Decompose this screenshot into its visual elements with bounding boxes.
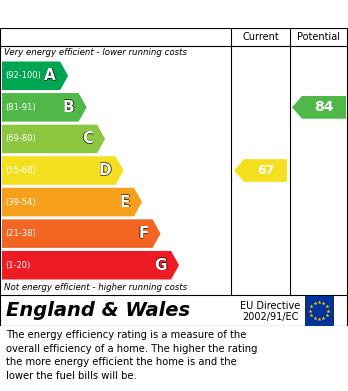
Text: G: G (155, 257, 167, 272)
Text: E: E (120, 195, 130, 210)
Text: 67: 67 (257, 164, 274, 177)
Text: Potential: Potential (298, 32, 340, 42)
Text: (55-68): (55-68) (5, 166, 36, 175)
Text: (92-100): (92-100) (5, 71, 41, 80)
Text: D: D (99, 163, 112, 178)
Text: A: A (45, 68, 56, 83)
Text: D: D (99, 163, 112, 178)
Text: F: F (138, 226, 149, 241)
Text: 84: 84 (314, 100, 334, 114)
Polygon shape (2, 219, 160, 248)
Text: A: A (45, 69, 56, 84)
Text: E: E (120, 195, 130, 210)
Text: C: C (82, 131, 94, 146)
Text: Current: Current (242, 32, 279, 42)
Text: C: C (82, 132, 93, 147)
Polygon shape (234, 159, 287, 182)
Text: (21-38): (21-38) (5, 229, 36, 238)
Text: F: F (138, 227, 149, 242)
Text: C: C (81, 131, 93, 146)
Polygon shape (2, 93, 87, 122)
Text: A: A (45, 68, 56, 83)
Text: Not energy efficient - higher running costs: Not energy efficient - higher running co… (4, 283, 187, 292)
Text: A: A (45, 68, 57, 83)
Text: (1-20): (1-20) (5, 261, 30, 270)
Text: G: G (154, 258, 167, 273)
Text: E: E (120, 195, 130, 210)
Text: The energy efficiency rating is a measure of the
overall efficiency of a home. T: The energy efficiency rating is a measur… (6, 330, 258, 381)
Text: B: B (63, 99, 74, 114)
Text: E: E (120, 194, 130, 209)
Text: C: C (82, 131, 93, 146)
Text: England & Wales: England & Wales (6, 301, 190, 320)
Text: 2002/91/EC: 2002/91/EC (242, 312, 299, 322)
Text: D: D (100, 163, 112, 178)
Text: G: G (155, 258, 167, 273)
Text: B: B (63, 100, 74, 115)
Text: A: A (44, 68, 56, 83)
Text: B: B (63, 100, 74, 115)
Text: E: E (119, 195, 129, 210)
Polygon shape (2, 156, 124, 185)
Text: F: F (138, 226, 149, 240)
Text: B: B (63, 100, 75, 115)
Text: F: F (138, 226, 148, 241)
Text: Very energy efficient - lower running costs: Very energy efficient - lower running co… (4, 48, 187, 57)
Text: EU Directive: EU Directive (240, 301, 301, 311)
Text: C: C (82, 131, 93, 146)
Text: (81-91): (81-91) (5, 103, 35, 112)
Text: (69-80): (69-80) (5, 135, 36, 143)
Text: G: G (155, 258, 167, 273)
Text: G: G (155, 258, 167, 273)
Text: D: D (99, 163, 112, 179)
Text: F: F (139, 226, 149, 241)
Text: (39-54): (39-54) (5, 197, 35, 206)
Polygon shape (2, 125, 105, 153)
Text: Energy Efficiency Rating: Energy Efficiency Rating (69, 7, 279, 22)
Polygon shape (2, 61, 68, 90)
Polygon shape (292, 96, 346, 119)
Text: B: B (63, 100, 74, 115)
Bar (305, 295, 333, 326)
Polygon shape (2, 251, 179, 280)
Text: D: D (98, 163, 111, 178)
Polygon shape (2, 188, 142, 216)
